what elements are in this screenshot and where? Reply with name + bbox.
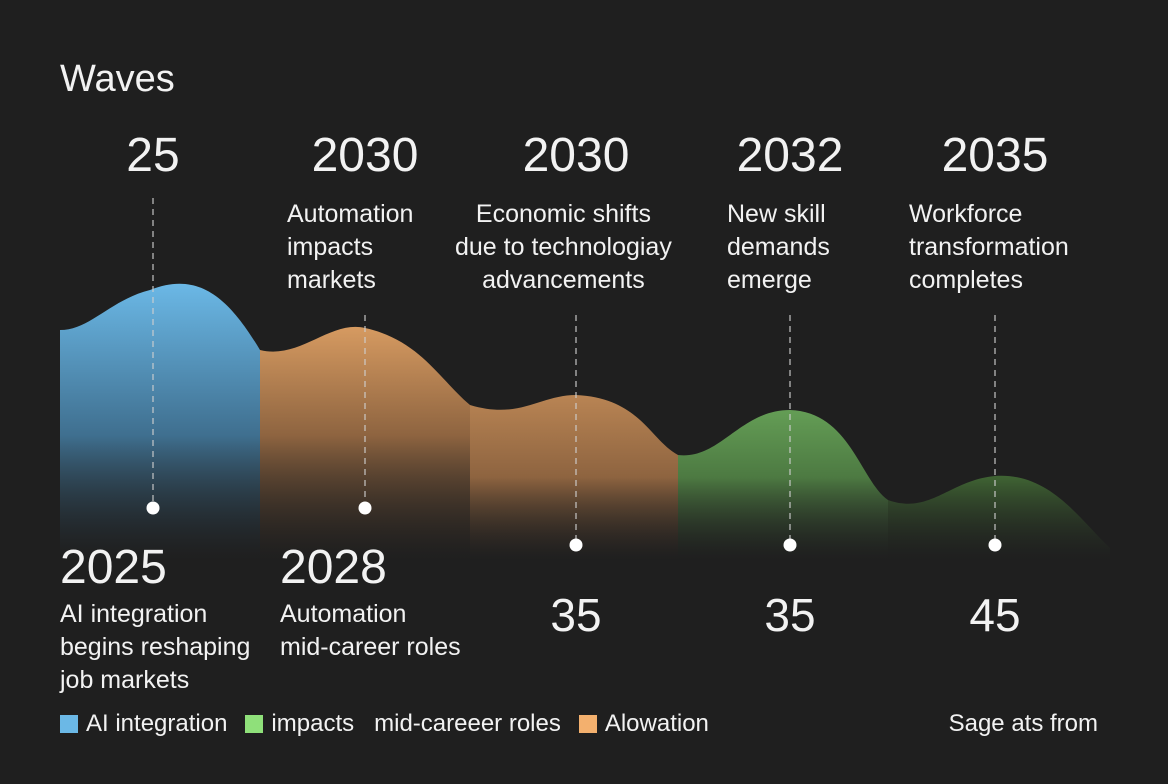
- milestone-dot: [783, 538, 797, 552]
- legend-item-orange: Alowation: [578, 710, 709, 738]
- top-year-label: 25: [126, 129, 180, 182]
- milestone-dot: [988, 538, 1002, 552]
- top-annotation: Workforce transformation completes: [909, 200, 1069, 294]
- top-annotation: Automation impacts markets: [287, 200, 414, 294]
- bottom-annotation: Automation mid-career roles: [280, 600, 461, 661]
- top-annotation: Economic shifts due to technologiay adva…: [455, 200, 672, 294]
- bottom-year-label: 2025: [60, 541, 167, 594]
- wave-segment-5: [888, 475, 1110, 560]
- bottom-value-label: 35: [550, 589, 602, 641]
- milestone-dot: [146, 501, 160, 515]
- bottom-annotation: AI integration begins reshaping job mark…: [60, 600, 251, 694]
- bottom-year-label: 2028: [280, 541, 387, 594]
- legend-swatch-green: [245, 715, 264, 733]
- bottom-value-label: 45: [969, 589, 1021, 641]
- top-year-label: 2032: [736, 129, 844, 182]
- legend: AI integration impacts mid-careeer roles…: [60, 710, 727, 738]
- wave-segment-2: [260, 326, 470, 560]
- milestone-dot: [358, 501, 372, 515]
- legend-label: Alowation: [604, 710, 709, 737]
- bottom-value-label: 35: [764, 589, 816, 641]
- legend-label: AI integration: [86, 710, 228, 737]
- legend-label: impacts mid-careeer roles: [271, 710, 561, 737]
- wave-segment-1: [60, 283, 260, 560]
- legend-swatch-orange: [578, 715, 597, 733]
- top-annotation: New skill demands emerge: [727, 200, 830, 294]
- source-note: Sage ats from: [948, 710, 1098, 737]
- top-year-label: 2030: [311, 129, 419, 182]
- milestone-dot: [569, 538, 583, 552]
- wave-segment-3: [470, 395, 678, 560]
- chart-title: Waves: [60, 58, 175, 100]
- legend-swatch-blue: [60, 715, 78, 733]
- legend-item-green: impacts mid-careeer roles: [245, 710, 561, 738]
- wave-segment-4: [678, 410, 888, 560]
- top-year-label: 2030: [522, 129, 630, 182]
- legend-item-ai: AI integration: [60, 710, 227, 738]
- top-year-label: 2035: [941, 129, 1049, 182]
